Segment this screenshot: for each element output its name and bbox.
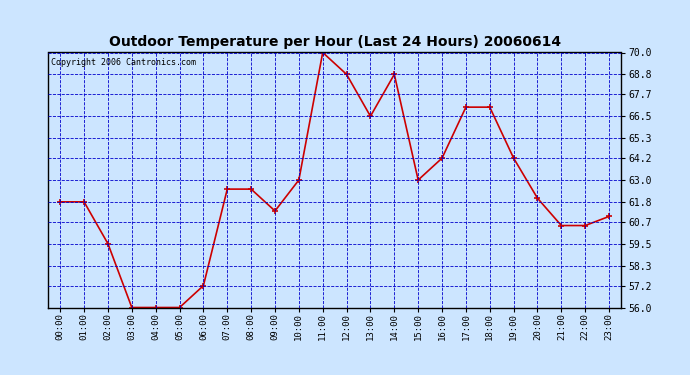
Title: Outdoor Temperature per Hour (Last 24 Hours) 20060614: Outdoor Temperature per Hour (Last 24 Ho…	[108, 34, 561, 48]
Text: Copyright 2006 Cantronics.com: Copyright 2006 Cantronics.com	[51, 58, 196, 67]
